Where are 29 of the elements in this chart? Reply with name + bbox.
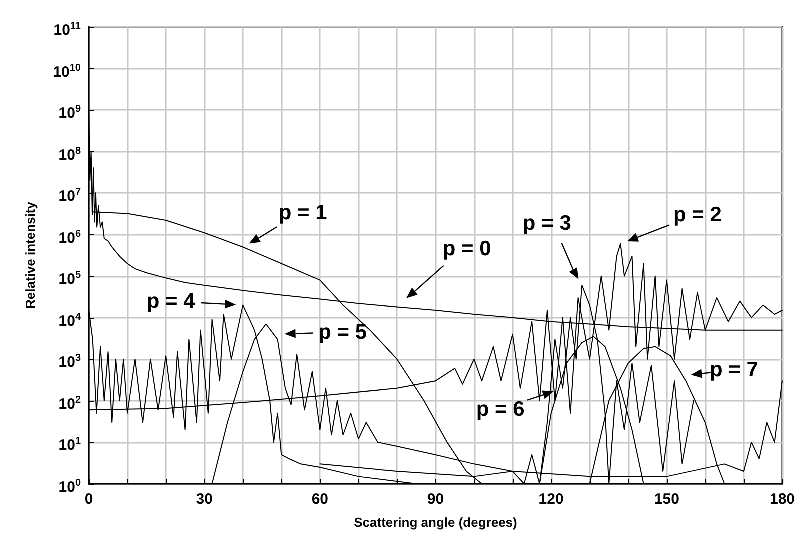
annotation: p = 6 <box>476 398 525 421</box>
annotation: p = 4 <box>146 290 196 313</box>
x-tick-label: 180 <box>770 491 795 508</box>
y-tick-label: 10$^{0}$ <box>58 477 81 498</box>
x-tick-label: 60 <box>312 491 329 508</box>
x-tick-label: 0 <box>84 491 94 508</box>
y-axis-title: Relative intensity <box>23 201 38 309</box>
x-tick-label: 30 <box>196 491 213 508</box>
annotation: p = 1 <box>278 202 328 225</box>
x-tick-label: 150 <box>654 491 680 508</box>
x-tick-label: 120 <box>538 491 564 508</box>
annotation: p = 0 <box>442 237 492 260</box>
y-tick-label: 10$^{11}$ <box>54 20 81 41</box>
y-tick-label: 10$^{6}$ <box>58 228 81 249</box>
y-tick-label: 10$^{5}$ <box>58 269 81 290</box>
y-tick-label: 10$^{3}$ <box>58 352 81 374</box>
annotation: p = 7 <box>710 358 758 382</box>
y-tick-label: 10$^{8}$ <box>58 144 81 166</box>
y-tick-label: 10$^{1}$ <box>58 435 81 456</box>
y-tick-label: 10$^{4}$ <box>58 310 81 332</box>
annotation: p = 5 <box>318 320 368 344</box>
x-tick-label: 90 <box>427 491 444 508</box>
annotation: p = 3 <box>522 212 572 235</box>
annotation: p = 2 <box>673 203 722 226</box>
x-axis-title: Scattering angle (degrees) <box>354 515 518 530</box>
y-tick-label: 10$^{7}$ <box>58 186 81 208</box>
y-tick-label: 10$^{9}$ <box>58 103 81 124</box>
y-tick-label: 10$^{2}$ <box>58 394 81 415</box>
y-tick-label: 10$^{10}$ <box>53 62 81 83</box>
